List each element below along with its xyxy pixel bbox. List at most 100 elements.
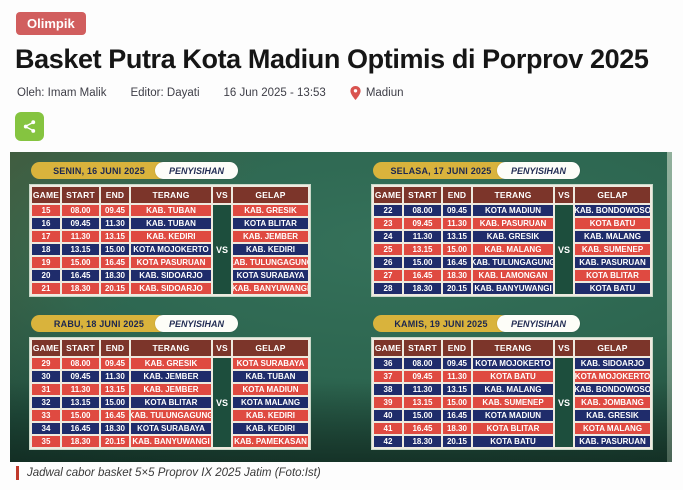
start-cell: 11.30 [62,384,99,395]
start-cell: 16.45 [62,270,99,281]
end-cell: 13.15 [101,384,129,395]
end-cell: 15.00 [443,397,471,408]
end-cell: 20.15 [101,436,129,447]
game-cell: 26 [374,257,402,268]
terang-team-cell: KAB. TULUNGAGUNG [473,257,553,268]
start-cell: 08.00 [62,358,99,369]
end-cell: 16.45 [443,257,471,268]
schedule-stage-pill: PENYISIHAN [497,162,581,179]
end-cell: 18.30 [101,270,129,281]
game-cell: 18 [32,244,60,255]
vs-cell: VS [555,358,573,447]
schedule-grid: GAME START END TERANG VS GELAP 22 08.00 09.45 KOT… [371,184,653,297]
start-cell: 18.30 [62,283,99,294]
schedule-table: SELASA, 17 JUNI 2025 PENYISIHAN GAME START E… [371,162,653,297]
game-cell: 24 [374,231,402,242]
game-cell: 31 [32,384,60,395]
start-cell: 16.45 [404,270,441,281]
header-cell: TERANG [131,187,211,203]
start-cell: 08.00 [404,358,441,369]
game-cell: 19 [32,257,60,268]
header-cell: END [443,187,471,203]
byline-author: Oleh: Imam Malik [17,87,107,99]
game-cell: 29 [32,358,60,369]
start-cell: 11.30 [62,231,99,242]
header-cell: GAME [32,187,60,203]
game-cell: 33 [32,410,60,421]
header-cell: START [404,187,441,203]
gelap-team-cell: KAB. KEDIRI [233,244,308,255]
game-cell: 40 [374,410,402,421]
header-cell: END [443,340,471,356]
game-cell: 41 [374,423,402,434]
vs-cell: VS [213,205,231,294]
end-cell: 09.45 [101,205,129,216]
schedule-pills: RABU, 18 JUNI 2025 PENYISIHAN [31,315,311,332]
header-cell: VS [555,187,573,203]
end-cell: 09.45 [443,358,471,369]
header-cell: GAME [32,340,60,356]
gelap-team-cell: KAB. TULUNGAGUNG [233,257,308,268]
end-cell: 15.00 [101,397,129,408]
schedule-stage-pill: PENYISIHAN [155,162,239,179]
game-cell: 30 [32,371,60,382]
end-cell: 18.30 [101,423,129,434]
start-cell: 08.00 [404,205,441,216]
terang-team-cell: KAB. JEMBER [131,384,211,395]
start-cell: 13.15 [62,397,99,408]
start-cell: 18.30 [62,436,99,447]
end-cell: 20.15 [443,436,471,447]
end-cell: 20.15 [101,283,129,294]
start-cell: 15.00 [404,410,441,421]
terang-team-cell: KAB. LAMONGAN [473,270,553,281]
end-cell: 13.15 [101,231,129,242]
schedule-date-pill: SENIN, 16 JUNI 2025 [31,162,167,179]
gelap-team-cell: KAB. BONDOWOSO [575,384,650,395]
header-cell: VS [213,340,231,356]
header-cell: END [101,340,129,356]
game-cell: 39 [374,397,402,408]
header-cell: START [62,187,99,203]
terang-team-cell: KAB. PASURUAN [473,218,553,229]
start-cell: 15.00 [62,410,99,421]
header-cell: VS [555,340,573,356]
start-cell: 11.30 [404,384,441,395]
headline: Basket Putra Kota Madiun Optimis di Porp… [15,44,649,74]
game-cell: 36 [374,358,402,369]
end-cell: 15.00 [101,244,129,255]
schedule-stage-pill: PENYISIHAN [497,315,581,332]
share-button[interactable] [15,112,44,141]
start-cell: 13.15 [404,397,441,408]
header-cell: VS [213,187,231,203]
game-cell: 38 [374,384,402,395]
end-cell: 18.30 [443,423,471,434]
terang-team-cell: KAB. MALANG [473,244,553,255]
start-cell: 09.45 [62,371,99,382]
end-cell: 11.30 [443,371,471,382]
end-cell: 18.30 [443,270,471,281]
game-cell: 37 [374,371,402,382]
end-cell: 11.30 [101,218,129,229]
end-cell: 16.45 [443,410,471,421]
schedule-table: KAMIS, 19 JUNI 2025 PENYISIHAN GAME START EN… [371,315,653,450]
gelap-team-cell: KOTA MALANG [233,397,308,408]
byline: Oleh: Imam Malik Editor: Dayati 16 Jun 2… [17,86,404,100]
terang-team-cell: KOTA BATU [473,436,553,447]
byline-datetime: 16 Jun 2025 - 13:53 [223,87,326,99]
gelap-team-cell: KOTA MALANG [575,423,650,434]
end-cell: 16.45 [101,410,129,421]
header-cell: START [62,340,99,356]
caption-bar [16,466,19,480]
end-cell: 16.45 [101,257,129,268]
schedule-table: SENIN, 16 JUNI 2025 PENYISIHAN GAME START EN… [29,162,311,297]
start-cell: 11.30 [404,231,441,242]
game-cell: 20 [32,270,60,281]
schedule-stage-pill: PENYISIHAN [155,315,239,332]
terang-team-cell: KAB. TUBAN [131,205,211,216]
terang-team-cell: KOTA BLITAR [131,397,211,408]
terang-team-cell: KOTA MADIUN [473,205,553,216]
gelap-team-cell: KAB. MALANG [575,231,650,242]
category-tag[interactable]: Olimpik [16,12,86,35]
end-cell: 11.30 [443,218,471,229]
header-cell: GELAP [233,187,308,203]
